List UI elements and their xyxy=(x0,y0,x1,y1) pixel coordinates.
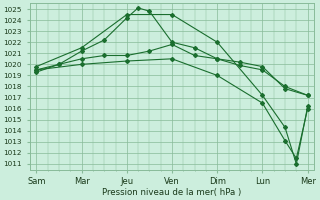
X-axis label: Pression niveau de la mer( hPa ): Pression niveau de la mer( hPa ) xyxy=(102,188,242,197)
